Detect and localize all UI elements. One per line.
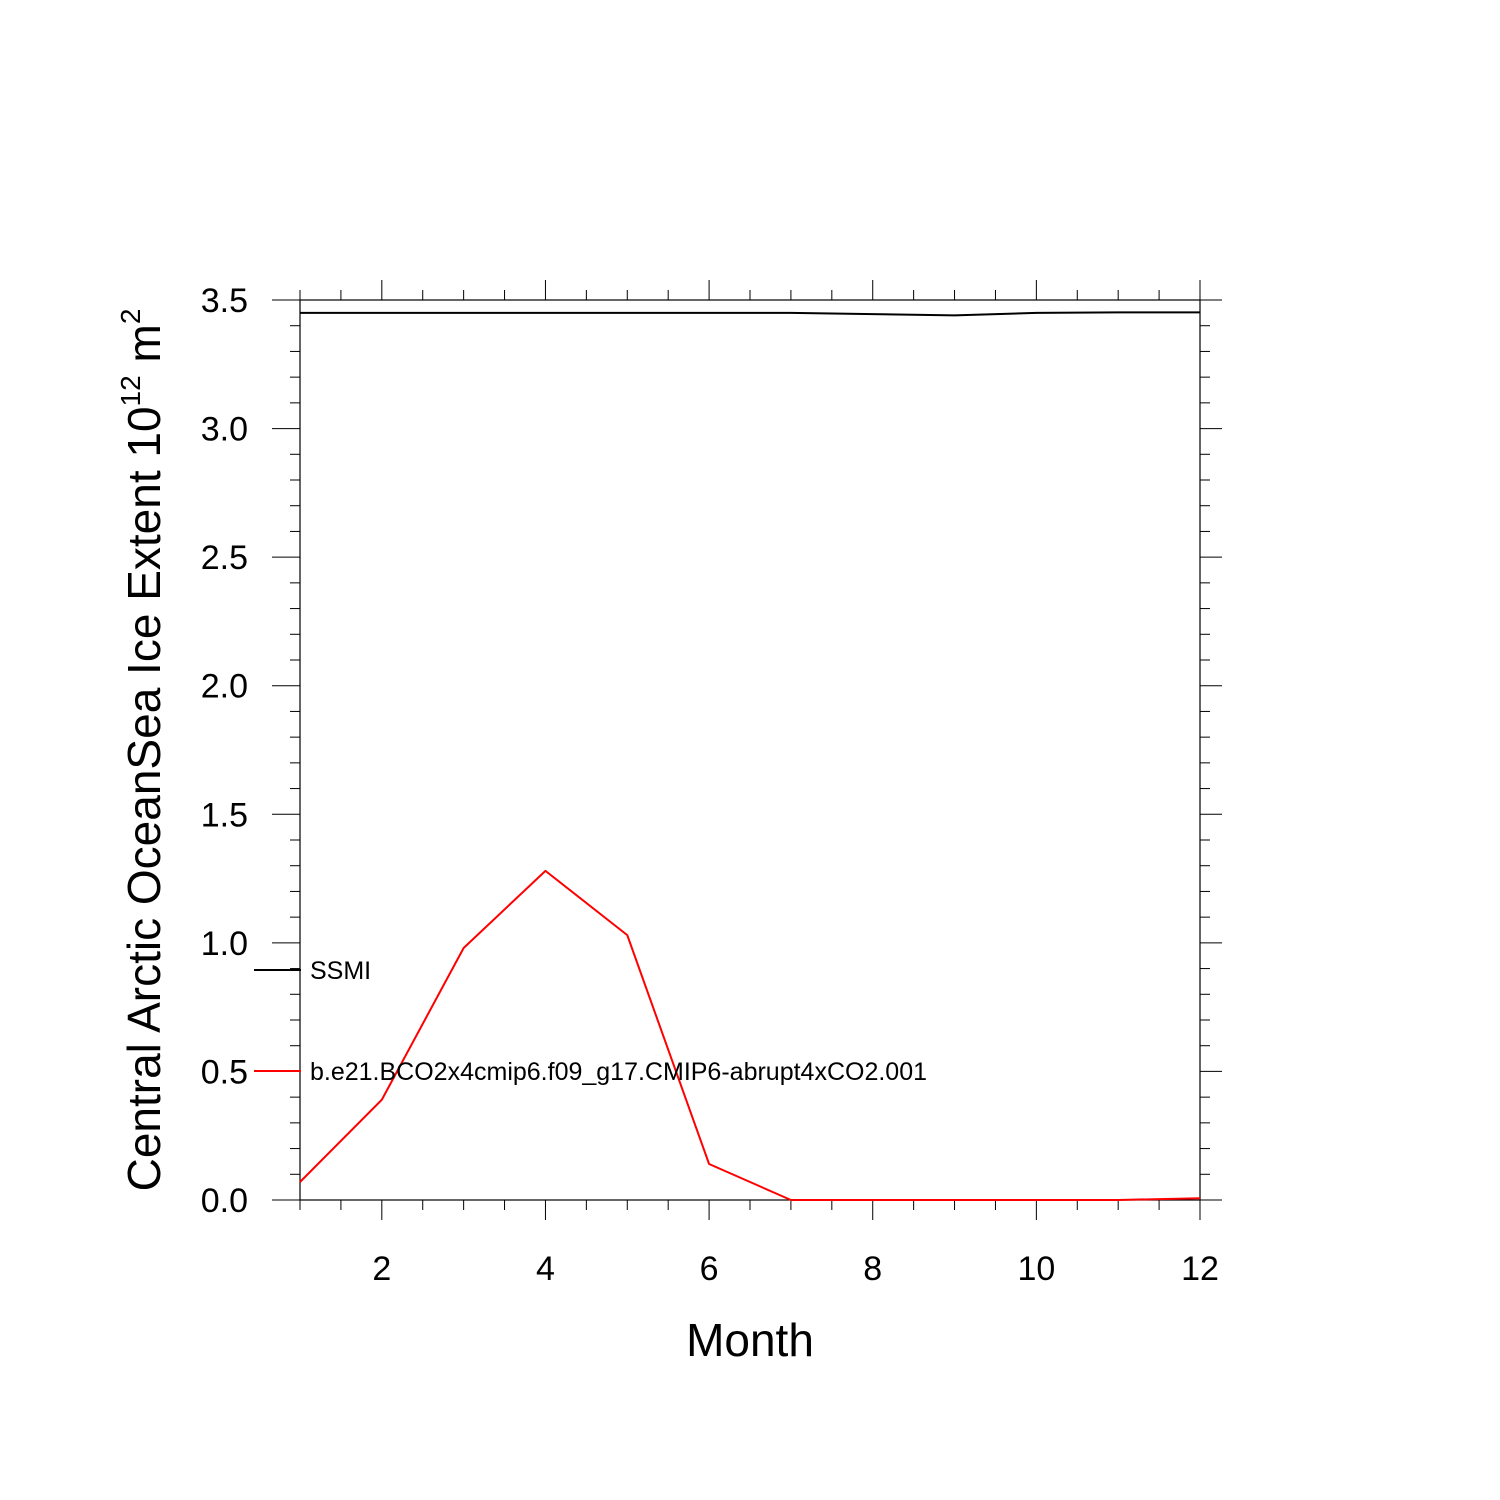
plot-frame xyxy=(299,299,1201,1201)
y-tick-label: 3.0 xyxy=(201,411,248,449)
y-tick-label: 2.5 xyxy=(201,539,248,577)
y-tick-label: 3.5 xyxy=(201,282,248,320)
y-tick-label: 0.0 xyxy=(201,1182,248,1220)
y-tick-label: 2.0 xyxy=(201,668,248,706)
x-tick-label: 10 xyxy=(1017,1250,1055,1288)
x-tick-label: 2 xyxy=(372,1250,391,1288)
y-axis-title: Central Arctic OceanSea Ice Extent 1012 … xyxy=(115,309,170,1192)
y-axis-title-unit: m xyxy=(118,324,170,375)
x-tick-label: 8 xyxy=(863,1250,882,1288)
x-axis-title: Month xyxy=(686,1314,814,1366)
series-line xyxy=(300,311,1200,317)
series-lines xyxy=(299,311,1201,1201)
y-axis-title-unit-exponent: 2 xyxy=(115,309,146,325)
legend-label: b.e21.BCO2x4cmip6.f09_g17.CMIP6-abrupt4x… xyxy=(310,1058,927,1086)
y-tick-label: 0.5 xyxy=(201,1053,248,1091)
series-line xyxy=(299,869,1201,1201)
minor-ticks xyxy=(290,290,1210,1210)
x-tick-label: 6 xyxy=(700,1250,719,1288)
legend-label: SSMI xyxy=(310,957,371,985)
legend: SSMI b.e21.BCO2x4cmip6.f09_g17.CMIP6-abru… xyxy=(254,957,927,1086)
y-tick-label: 1.5 xyxy=(201,796,248,834)
x-tick-label: 4 xyxy=(536,1250,555,1288)
x-tick-label: 12 xyxy=(1181,1250,1219,1288)
x-tick-labels: 2 4 6 8 10 12 xyxy=(372,1250,1219,1288)
y-tick-label: 1.0 xyxy=(201,925,248,963)
y-tick-labels: 0.0 0.5 1.0 1.5 2.0 2.5 3.0 3.5 xyxy=(201,282,248,1220)
y-axis-title-exponent: 12 xyxy=(115,375,146,406)
y-axis-title-main: Central Arctic OceanSea Ice Extent 10 xyxy=(118,406,170,1191)
